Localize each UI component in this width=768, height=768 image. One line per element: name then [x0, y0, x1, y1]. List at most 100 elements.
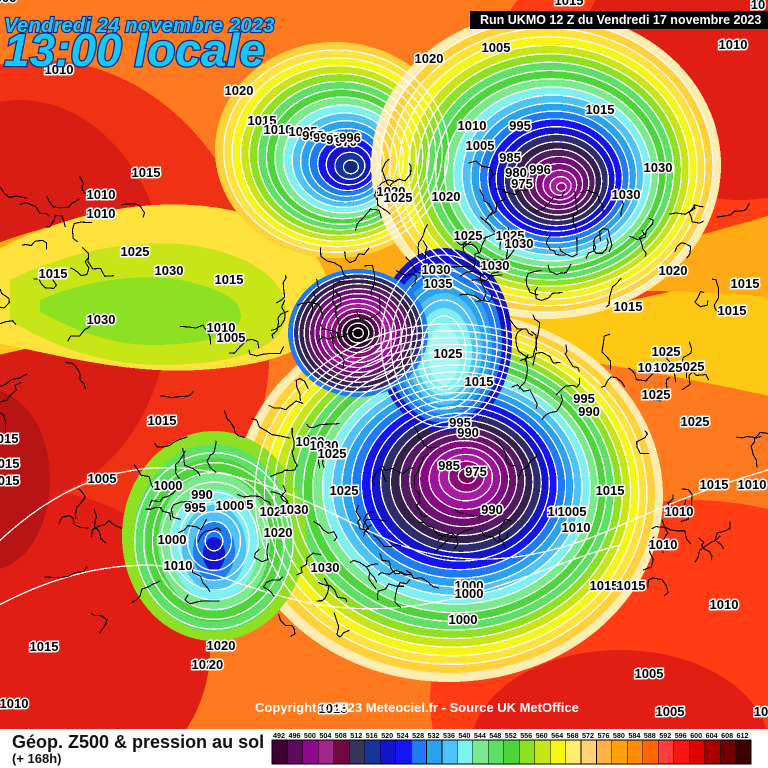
svg-text:1015: 1015 — [590, 578, 619, 593]
svg-text:520: 520 — [381, 731, 393, 740]
svg-text:492: 492 — [273, 731, 285, 740]
svg-text:1015: 1015 — [700, 477, 729, 492]
svg-text:528: 528 — [412, 731, 424, 740]
svg-text:1010: 1010 — [87, 206, 116, 221]
svg-text:1010: 1010 — [458, 118, 487, 133]
svg-text:1030: 1030 — [481, 258, 510, 273]
svg-text:1010: 1010 — [0, 696, 28, 711]
svg-text:1015: 1015 — [596, 483, 625, 498]
svg-text:1005: 1005 — [656, 704, 685, 719]
svg-text:20: 20 — [209, 657, 223, 672]
svg-text:552: 552 — [505, 731, 517, 740]
svg-text:1020: 1020 — [225, 83, 254, 98]
svg-text:1030: 1030 — [505, 236, 534, 251]
svg-text:1015: 1015 — [215, 272, 244, 287]
svg-text:1010: 1010 — [719, 37, 748, 52]
svg-text:1010: 1010 — [87, 187, 116, 202]
svg-text:975: 975 — [511, 176, 533, 191]
svg-text:985: 985 — [438, 458, 460, 473]
svg-text:1030: 1030 — [155, 263, 184, 278]
svg-text:1015: 1015 — [465, 374, 494, 389]
svg-text:1015: 1015 — [586, 102, 615, 117]
svg-text:1015: 1015 — [731, 276, 760, 291]
svg-text:1025: 1025 — [642, 387, 671, 402]
svg-text:544: 544 — [474, 731, 486, 740]
svg-text:1015: 1015 — [617, 578, 646, 593]
svg-text:1000: 1000 — [455, 586, 484, 601]
svg-text:1025: 1025 — [121, 244, 150, 259]
svg-text:516: 516 — [366, 731, 378, 740]
svg-text:Géop. Z500 & pression au sol: Géop. Z500 & pression au sol — [12, 732, 264, 752]
svg-text:1025: 1025 — [454, 228, 483, 243]
svg-text:1015: 1015 — [0, 456, 19, 471]
svg-text:1015: 1015 — [0, 473, 19, 488]
svg-text:1005: 1005 — [635, 666, 664, 681]
svg-text:608: 608 — [721, 731, 733, 740]
svg-text:1025: 1025 — [654, 360, 683, 375]
svg-text:1015: 1015 — [614, 299, 643, 314]
svg-text:572: 572 — [582, 731, 594, 740]
svg-text:1005: 1005 — [482, 40, 511, 55]
svg-text:975: 975 — [465, 464, 487, 479]
svg-text:(+ 168h): (+ 168h) — [12, 751, 62, 766]
svg-text:996: 996 — [339, 130, 361, 145]
svg-text:1010: 1010 — [562, 520, 591, 535]
svg-text:1020: 1020 — [207, 638, 236, 653]
svg-text:1030: 1030 — [422, 262, 451, 277]
svg-text:1010: 1010 — [710, 597, 739, 612]
svg-text:1000: 1000 — [154, 478, 183, 493]
svg-text:1030: 1030 — [644, 160, 673, 175]
svg-text:985: 985 — [499, 150, 521, 165]
svg-text:1000: 1000 — [216, 498, 245, 513]
svg-text:1035: 1035 — [424, 276, 453, 291]
svg-text:1025: 1025 — [434, 346, 463, 361]
svg-text:556: 556 — [520, 731, 532, 740]
svg-text:1015: 1015 — [132, 165, 161, 180]
svg-text:504: 504 — [319, 731, 331, 740]
svg-text:1030: 1030 — [280, 502, 309, 517]
svg-text:1020: 1020 — [659, 263, 688, 278]
svg-text:1025: 1025 — [318, 446, 347, 461]
svg-text:604: 604 — [706, 731, 718, 740]
svg-text:1030: 1030 — [612, 187, 641, 202]
svg-text:1025: 1025 — [652, 344, 681, 359]
svg-text:1025: 1025 — [681, 414, 710, 429]
svg-text:1015: 1015 — [555, 0, 584, 8]
svg-text:Copyright © 2023 Meteociel.fr: Copyright © 2023 Meteociel.fr - Source U… — [255, 700, 579, 715]
svg-text:536: 536 — [443, 731, 455, 740]
svg-text:13:00 locale: 13:00 locale — [4, 24, 265, 76]
svg-text:1020: 1020 — [415, 51, 444, 66]
svg-text:1000: 1000 — [449, 612, 478, 627]
svg-text:995: 995 — [184, 500, 206, 515]
svg-text:990: 990 — [578, 404, 600, 419]
svg-text:1030: 1030 — [311, 560, 340, 575]
svg-text:548: 548 — [489, 731, 501, 740]
svg-text:580: 580 — [613, 731, 625, 740]
svg-text:1010: 1010 — [738, 477, 767, 492]
svg-text:524: 524 — [397, 731, 409, 740]
svg-text:496: 496 — [289, 731, 301, 740]
svg-text:512: 512 — [350, 731, 362, 740]
svg-text:1005: 1005 — [0, 0, 16, 5]
svg-text:10: 10 — [751, 0, 765, 12]
svg-text:1020: 1020 — [432, 189, 461, 204]
svg-text:995: 995 — [509, 118, 531, 133]
svg-text:596: 596 — [675, 731, 687, 740]
svg-text:996: 996 — [529, 162, 551, 177]
svg-text:1020: 1020 — [264, 525, 293, 540]
svg-text:990: 990 — [481, 502, 503, 517]
svg-text:1015: 1015 — [0, 431, 18, 446]
svg-text:Run UKMO 12 Z du Vendredi 17 n: Run UKMO 12 Z du Vendredi 17 novembre 20… — [480, 13, 761, 27]
svg-text:1010: 1010 — [649, 537, 678, 552]
svg-text:584: 584 — [628, 731, 640, 740]
svg-text:612: 612 — [737, 731, 749, 740]
svg-text:532: 532 — [428, 731, 440, 740]
svg-text:10: 10 — [754, 704, 768, 719]
svg-text:1005: 1005 — [466, 138, 495, 153]
svg-text:1015: 1015 — [718, 303, 747, 318]
svg-text:564: 564 — [551, 731, 563, 740]
svg-text:1015: 1015 — [39, 266, 68, 281]
svg-text:1005: 1005 — [88, 471, 117, 486]
svg-text:508: 508 — [335, 731, 347, 740]
svg-text:1005: 1005 — [558, 504, 587, 519]
